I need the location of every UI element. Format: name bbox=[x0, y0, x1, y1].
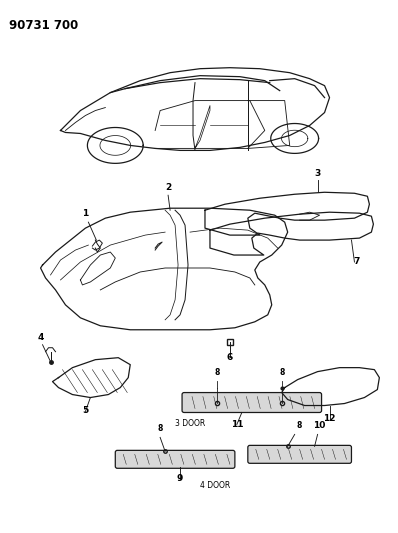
Text: 11: 11 bbox=[230, 421, 243, 430]
Text: 8: 8 bbox=[297, 422, 302, 431]
Text: 9: 9 bbox=[177, 474, 183, 483]
Text: 1: 1 bbox=[82, 209, 88, 218]
Text: 7: 7 bbox=[353, 257, 360, 266]
Text: 10: 10 bbox=[313, 422, 326, 431]
FancyBboxPatch shape bbox=[248, 446, 351, 463]
Text: 3: 3 bbox=[314, 169, 321, 179]
Text: 2: 2 bbox=[165, 183, 171, 192]
Text: 8: 8 bbox=[158, 424, 163, 433]
Text: 4: 4 bbox=[37, 333, 44, 342]
FancyBboxPatch shape bbox=[115, 450, 235, 469]
Text: 3 DOOR: 3 DOOR bbox=[175, 419, 205, 429]
Text: 4 DOOR: 4 DOOR bbox=[200, 481, 230, 490]
Text: 8: 8 bbox=[279, 368, 285, 377]
Text: 6: 6 bbox=[227, 353, 233, 362]
Text: 12: 12 bbox=[323, 415, 336, 423]
Text: 90731 700: 90731 700 bbox=[9, 19, 78, 32]
FancyBboxPatch shape bbox=[182, 393, 322, 413]
Text: 8: 8 bbox=[214, 368, 220, 377]
Text: 5: 5 bbox=[82, 407, 88, 416]
